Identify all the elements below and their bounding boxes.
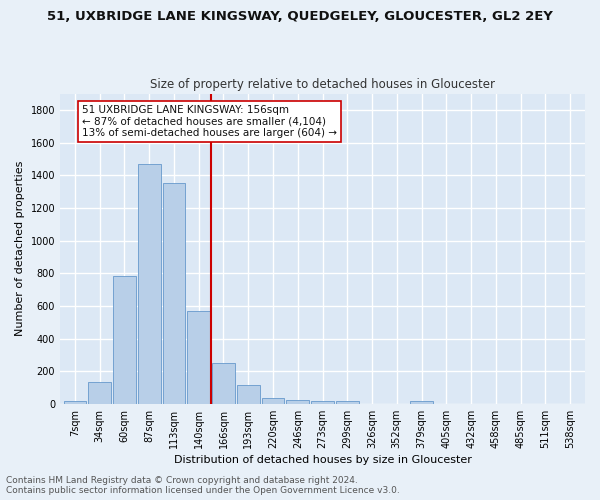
Bar <box>311 401 334 404</box>
Text: 51, UXBRIDGE LANE KINGSWAY, QUEDGELEY, GLOUCESTER, GL2 2EY: 51, UXBRIDGE LANE KINGSWAY, QUEDGELEY, G… <box>47 10 553 23</box>
Text: 51 UXBRIDGE LANE KINGSWAY: 156sqm
← 87% of detached houses are smaller (4,104)
1: 51 UXBRIDGE LANE KINGSWAY: 156sqm ← 87% … <box>82 105 337 138</box>
Bar <box>187 310 210 404</box>
Bar <box>64 400 86 404</box>
Y-axis label: Number of detached properties: Number of detached properties <box>15 161 25 336</box>
Text: Contains HM Land Registry data © Crown copyright and database right 2024.
Contai: Contains HM Land Registry data © Crown c… <box>6 476 400 495</box>
Bar <box>410 400 433 404</box>
Title: Size of property relative to detached houses in Gloucester: Size of property relative to detached ho… <box>150 78 495 91</box>
Bar <box>212 364 235 404</box>
Bar <box>113 276 136 404</box>
Bar <box>163 182 185 404</box>
Bar <box>237 385 260 404</box>
X-axis label: Distribution of detached houses by size in Gloucester: Distribution of detached houses by size … <box>173 455 472 465</box>
Bar <box>336 401 359 404</box>
Bar <box>262 398 284 404</box>
Bar <box>138 164 161 404</box>
Bar <box>286 400 309 404</box>
Bar <box>88 382 111 404</box>
